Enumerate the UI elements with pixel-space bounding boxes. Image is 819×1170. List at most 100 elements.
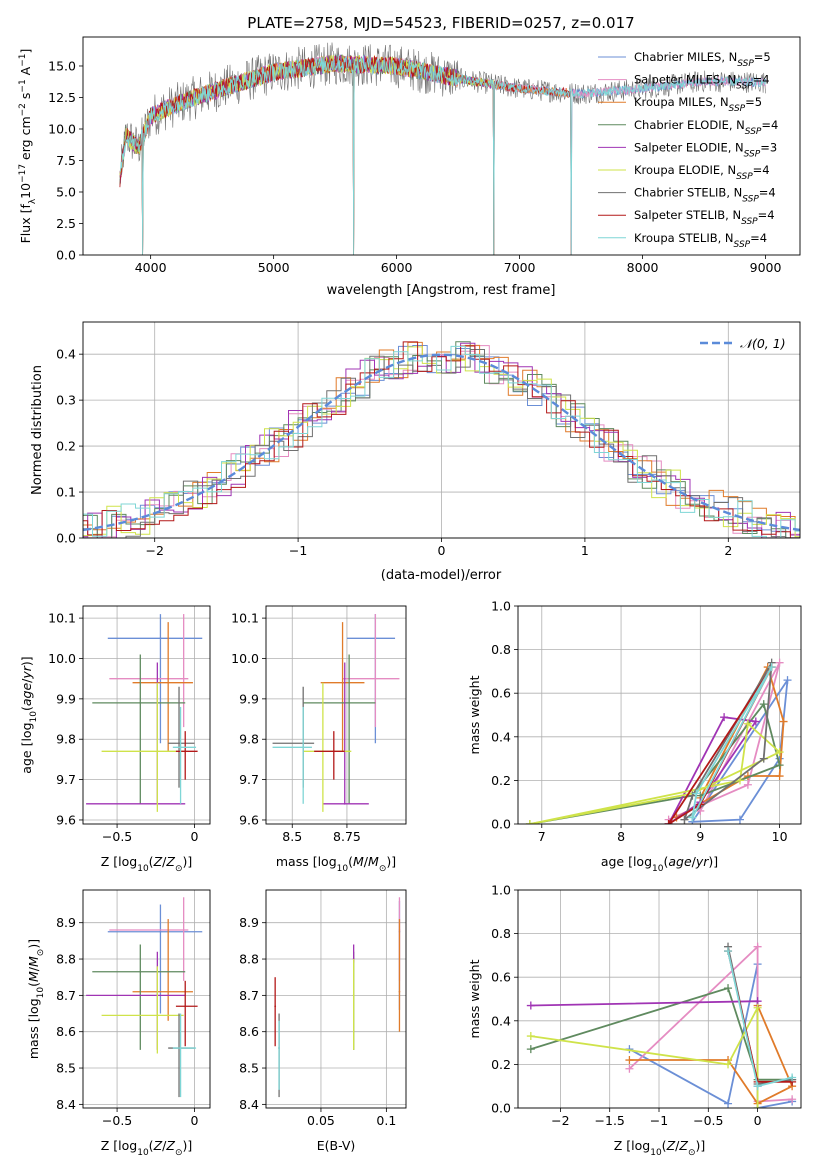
weight-vs-age-panel: 7 8 9 10 0.0 0.2 0.4 0.6 0.8 1.0 age [log10(age/yr… <box>467 599 802 874</box>
spectrum-panel: 4000 5000 6000 7000 8000 9000 0.0 2.5 5.0 7.5 10.0… <box>18 36 801 298</box>
histogram-step-salpeter_miles <box>83 345 800 538</box>
data-point <box>374 677 377 680</box>
y-tick-label: 10.1 <box>48 611 76 626</box>
weight-line-kroupa_elodie <box>530 1007 759 1108</box>
y-tick-label: 9.8 <box>239 732 259 747</box>
weight-marker <box>724 1099 733 1108</box>
plot-area <box>272 614 400 812</box>
weight-marker <box>783 676 792 685</box>
weight-marker <box>788 1073 797 1082</box>
axes-frame <box>517 889 802 1109</box>
weight-marker <box>724 947 733 956</box>
y-tick-label: 0.4 <box>491 1013 511 1028</box>
y-tick-label: 9.9 <box>239 691 259 706</box>
weight-marker <box>743 719 752 728</box>
weight-marker <box>775 748 784 757</box>
weight-marker <box>688 813 697 822</box>
y-tick-label: 0.4 <box>491 729 511 744</box>
y-tick-label: 0.6 <box>491 970 511 985</box>
data-point <box>184 750 187 753</box>
axes-frame <box>82 605 211 825</box>
y-axis-label: Flux [fλ10−17 erg cm−2 s−1 A−1] <box>18 49 38 244</box>
axes-frame <box>265 889 407 1109</box>
weight-marker <box>724 984 733 993</box>
data-point <box>139 701 142 704</box>
legend-label: Salpeter STELIB, NSSP=4 <box>634 208 775 227</box>
weight-marker <box>743 780 752 789</box>
data-point <box>159 930 162 933</box>
y-tick-label: 1.0 <box>491 883 511 898</box>
data-point <box>348 701 351 704</box>
weight-marker <box>526 1045 535 1054</box>
x-tick-label: 8.75 <box>333 829 361 844</box>
mass-vs-metallicity-panel: −0.5 0 8.4 8.5 8.6 8.7 8.8 8.9 Z [log10(Z/Z⊙)] ma… <box>26 889 211 1158</box>
axes-frame <box>265 605 407 825</box>
data-point <box>178 742 180 745</box>
weight-marker <box>775 761 784 770</box>
plot-area <box>525 658 792 824</box>
data-point <box>274 1005 277 1008</box>
data-point <box>159 637 162 640</box>
data-point <box>167 681 170 684</box>
y-tick-label: 0.6 <box>491 686 511 701</box>
y-tick-label: 9.8 <box>56 732 76 747</box>
weight-marker <box>759 700 768 709</box>
x-axis-label: E(B-V) <box>317 1138 356 1153</box>
x-tick-label: −1 <box>650 1113 668 1128</box>
x-tick-label: 8000 <box>627 260 659 275</box>
x-axis-label: mass [log10(M/M⊙)] <box>276 854 396 874</box>
axes-frame <box>82 36 801 256</box>
data-point <box>332 750 335 753</box>
y-tick-label: 0.8 <box>491 642 511 657</box>
y-axis-label: mass [log10(M/M⊙)] <box>26 939 46 1059</box>
plot-area <box>274 897 401 1098</box>
age-vs-metallicity-panel: −0.5 0 9.6 9.7 9.8 9.9 10.0 10.1 Z [log10(Z/Z⊙)]… <box>19 605 211 874</box>
weight-marker <box>775 772 784 781</box>
weight-line-kroupa_stelib <box>691 666 773 818</box>
data-point <box>278 1047 280 1049</box>
x-tick-label: 0.05 <box>307 1113 335 1128</box>
y-tick-label: 9.9 <box>56 691 76 706</box>
data-point <box>182 929 185 931</box>
x-axis-label: Z [log10(Z/Z⊙)] <box>101 854 193 874</box>
axes-frame <box>82 889 211 1109</box>
legend-label: 𝒩(0, 1) <box>740 336 786 351</box>
x-axis-label: Z [log10(Z/Z⊙)] <box>101 1138 193 1158</box>
x-tick-label: 0.1 <box>376 1113 396 1128</box>
y-tick-label: 0.1 <box>56 485 76 500</box>
x-tick-label: 0 <box>754 1113 762 1128</box>
weight-marker <box>775 658 784 667</box>
x-tick-label: 5000 <box>258 260 290 275</box>
x-tick-label: −2 <box>145 543 163 558</box>
plot-area <box>526 942 797 1108</box>
weight-marker <box>692 789 701 798</box>
data-point <box>167 990 170 993</box>
y-tick-label: 9.7 <box>239 772 259 787</box>
legend-label: Chabrier ELODIE, NSSP=4 <box>634 118 778 137</box>
y-tick-label: 1.0 <box>491 599 511 614</box>
x-tick-label: 10 <box>772 829 788 844</box>
legend-label: Chabrier MILES, NSSP=5 <box>634 50 771 69</box>
weight-marker <box>680 815 689 824</box>
y-tick-label: 8.4 <box>56 1097 76 1112</box>
y-tick-label: 10.1 <box>231 611 259 626</box>
y-tick-label: 8.6 <box>56 1024 76 1039</box>
axes-frame <box>517 605 802 825</box>
data-point <box>179 746 182 749</box>
weight-line-chabrier_elodie <box>530 986 793 1081</box>
weight-marker <box>753 942 762 951</box>
y-tick-label: 8.6 <box>239 1024 259 1039</box>
y-tick-label: 0.2 <box>56 439 76 454</box>
histogram-step-salpeter_stelib <box>83 341 800 538</box>
x-axis-label: age [log10(age/yr)] <box>601 854 718 874</box>
x-tick-label: 7000 <box>504 260 536 275</box>
data-point <box>343 802 346 805</box>
x-tick-label: 9000 <box>750 260 782 275</box>
x-tick-label: −2 <box>551 1113 569 1128</box>
y-tick-label: 8.8 <box>239 952 259 967</box>
age-vs-mass-panel: 8.5 8.75 9.6 9.7 9.8 9.9 10.0 10.1 mass [log10(M… <box>231 605 407 874</box>
x-tick-label: 6000 <box>381 260 413 275</box>
legend-label: Salpeter MILES, NSSP=4 <box>634 73 770 92</box>
y-tick-label: 8.4 <box>239 1097 259 1112</box>
x-tick-label: −1 <box>289 543 307 558</box>
